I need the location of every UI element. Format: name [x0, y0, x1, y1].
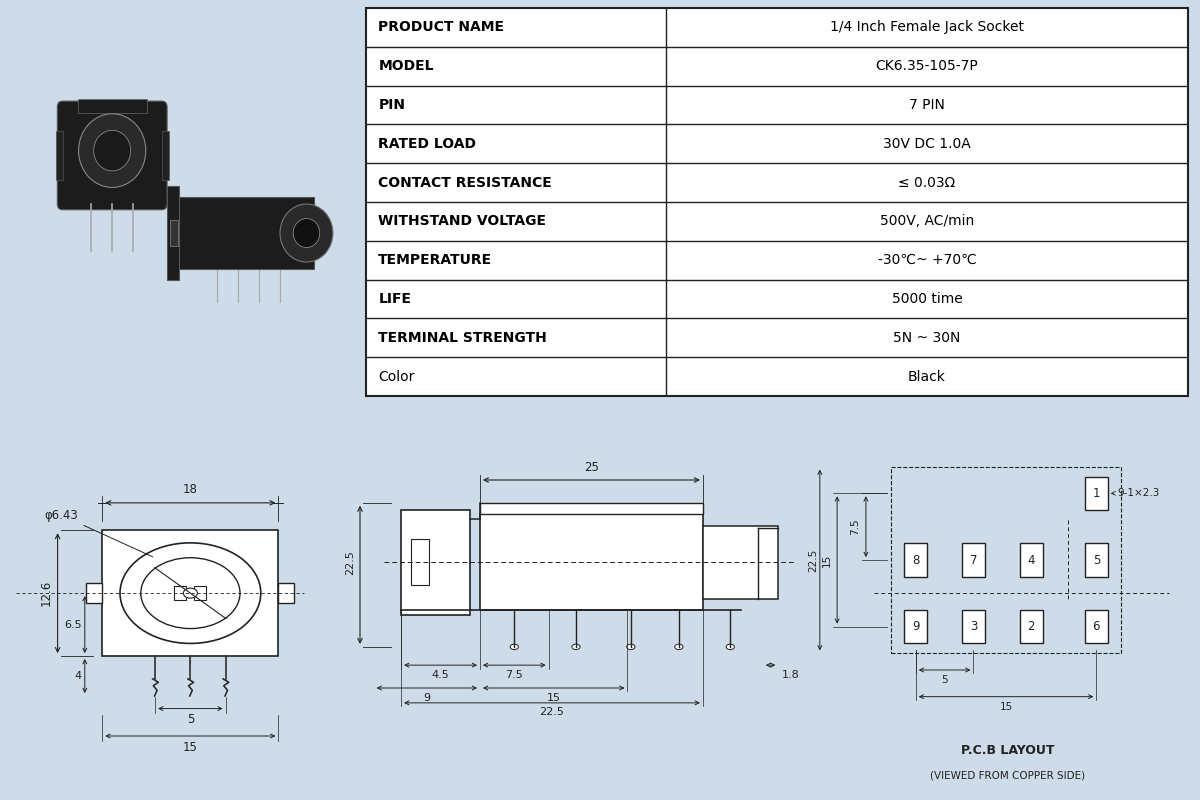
- Circle shape: [572, 644, 580, 650]
- Bar: [1020, 610, 1043, 643]
- Text: 3: 3: [970, 620, 977, 633]
- Text: Black: Black: [908, 370, 946, 384]
- Text: φ6.43: φ6.43: [44, 509, 152, 557]
- Circle shape: [184, 588, 198, 598]
- Bar: [170, 220, 178, 246]
- Text: 5000 time: 5000 time: [892, 292, 962, 306]
- Text: 1: 1: [1092, 487, 1100, 500]
- FancyBboxPatch shape: [58, 101, 167, 210]
- Circle shape: [674, 644, 683, 650]
- Text: TEMPERATURE: TEMPERATURE: [378, 253, 492, 267]
- Text: 15: 15: [547, 693, 560, 702]
- Text: 30V DC 1.0A: 30V DC 1.0A: [883, 137, 971, 151]
- Text: 2: 2: [1027, 620, 1034, 633]
- Text: CONTACT RESISTANCE: CONTACT RESISTANCE: [378, 176, 552, 190]
- Bar: [1085, 543, 1108, 577]
- Bar: [1020, 543, 1043, 577]
- Text: 9: 9: [424, 693, 431, 702]
- Bar: [412, 539, 428, 585]
- Bar: [962, 543, 985, 577]
- Bar: [962, 610, 985, 643]
- Bar: [1085, 610, 1108, 643]
- Text: 25: 25: [584, 462, 599, 474]
- Text: 1.8: 1.8: [781, 670, 799, 680]
- Text: 5: 5: [187, 713, 194, 726]
- Text: 5: 5: [941, 675, 948, 685]
- Circle shape: [140, 558, 240, 629]
- Text: ≤ 0.03Ω: ≤ 0.03Ω: [899, 176, 955, 190]
- Text: Color: Color: [378, 370, 415, 384]
- Text: 5N ~ 30N: 5N ~ 30N: [893, 331, 961, 345]
- Bar: [703, 526, 779, 599]
- Text: 7.5: 7.5: [850, 518, 860, 535]
- Bar: [179, 197, 314, 270]
- Circle shape: [726, 644, 734, 650]
- Text: 7: 7: [970, 554, 977, 566]
- Circle shape: [510, 644, 518, 650]
- Text: CK6.35-105-7P: CK6.35-105-7P: [876, 59, 978, 74]
- Text: 15: 15: [182, 741, 198, 754]
- Text: 9: 9: [912, 620, 919, 633]
- Bar: [167, 186, 179, 280]
- Text: RATED LOAD: RATED LOAD: [378, 137, 476, 151]
- Text: WITHSTAND VOLTAGE: WITHSTAND VOLTAGE: [378, 214, 546, 229]
- Text: PIN: PIN: [378, 98, 406, 112]
- Circle shape: [293, 218, 319, 247]
- Bar: [278, 583, 294, 603]
- Text: 22.5: 22.5: [808, 548, 818, 572]
- Text: 7.5: 7.5: [505, 670, 523, 680]
- Circle shape: [280, 204, 332, 262]
- Bar: [480, 514, 703, 610]
- Text: 22.5: 22.5: [540, 707, 564, 718]
- Bar: [401, 510, 469, 615]
- Text: -30℃~ +70℃: -30℃~ +70℃: [877, 253, 977, 267]
- Bar: [194, 586, 206, 601]
- Bar: [86, 583, 102, 603]
- Circle shape: [626, 644, 635, 650]
- Bar: [890, 466, 1121, 654]
- Text: 1/4 Inch Female Jack Socket: 1/4 Inch Female Jack Socket: [830, 21, 1024, 34]
- Text: 4: 4: [74, 671, 82, 681]
- Text: TERMINAL STRENGTH: TERMINAL STRENGTH: [378, 331, 547, 345]
- Text: 7 PIN: 7 PIN: [910, 98, 944, 112]
- Circle shape: [78, 114, 146, 187]
- Text: 8: 8: [912, 554, 919, 566]
- Text: 15: 15: [1000, 702, 1013, 712]
- Text: 500V, AC/min: 500V, AC/min: [880, 214, 974, 229]
- Text: PRODUCT NAME: PRODUCT NAME: [378, 21, 504, 34]
- Text: 22.5: 22.5: [344, 550, 355, 574]
- Bar: [1085, 477, 1108, 510]
- Bar: [162, 131, 169, 180]
- Bar: [480, 503, 703, 514]
- Text: 4: 4: [1027, 554, 1034, 566]
- Text: 6: 6: [1092, 620, 1100, 633]
- Text: P.C.B LAYOUT: P.C.B LAYOUT: [961, 743, 1055, 757]
- Text: 4.5: 4.5: [432, 670, 450, 680]
- Text: 5: 5: [1093, 554, 1100, 566]
- Text: LIFE: LIFE: [378, 292, 412, 306]
- Circle shape: [120, 543, 260, 643]
- Text: 12.6: 12.6: [40, 580, 53, 606]
- Circle shape: [94, 130, 131, 171]
- Text: 9-1×2.3: 9-1×2.3: [1117, 488, 1160, 498]
- Bar: [78, 99, 146, 113]
- Bar: [905, 543, 928, 577]
- Text: (VIEWED FROM COPPER SIDE): (VIEWED FROM COPPER SIDE): [930, 770, 1086, 780]
- Bar: [174, 586, 186, 601]
- Text: 15: 15: [821, 554, 832, 566]
- Bar: [905, 610, 928, 643]
- Text: 18: 18: [182, 483, 198, 496]
- Text: 6.5: 6.5: [64, 619, 82, 630]
- Bar: [102, 530, 278, 656]
- Text: MODEL: MODEL: [378, 59, 434, 74]
- Bar: [55, 131, 62, 180]
